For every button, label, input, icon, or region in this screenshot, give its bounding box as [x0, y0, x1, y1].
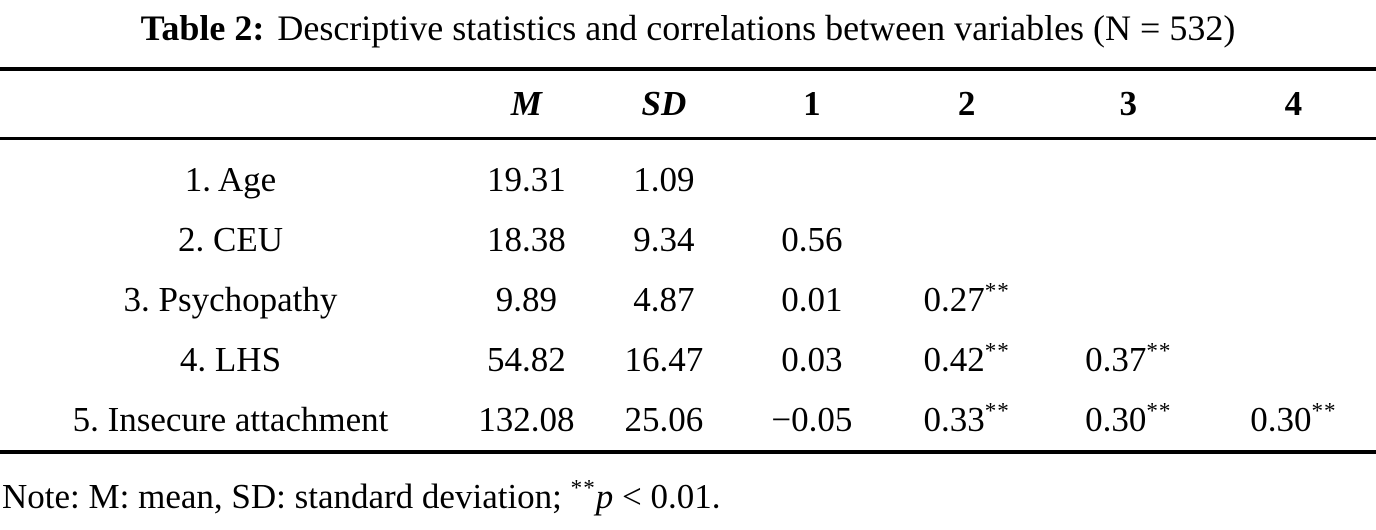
- cell-r2: 0.33**: [887, 390, 1046, 454]
- cell-r4: [1211, 270, 1376, 330]
- row-label: 4. LHS: [179, 340, 282, 379]
- cell-r4: [1211, 330, 1376, 390]
- cell-r3: 0.37**: [1085, 337, 1172, 379]
- header-row: M SD 1 2 3 4: [0, 69, 1376, 140]
- table-row: 2. CEU 18.38 9.34 0.56: [0, 210, 1376, 270]
- cell-r1: −0.05: [736, 390, 888, 454]
- cell-r3: [1046, 210, 1211, 270]
- col-header-variable: [0, 69, 461, 140]
- table-row: 4. LHS 54.82 16.47 0.03 0.42** 0.37**: [0, 330, 1376, 390]
- cell-r3: 0.30**: [1045, 390, 1211, 454]
- table-caption-text: Descriptive statistics and correlations …: [277, 8, 1236, 48]
- cell-r3: [1046, 139, 1211, 211]
- col-header-mean: M: [460, 69, 592, 140]
- row-label: 3. Psychopathy: [123, 280, 338, 319]
- cell-sd: 9.34: [633, 220, 695, 259]
- table-row: 3. Psychopathy 9.89 4.87 0.01 0.27**: [0, 270, 1376, 330]
- cell-sd: 1.09: [633, 160, 695, 199]
- table-caption-label: Table 2:: [140, 8, 265, 48]
- row-label: 1. Age: [184, 160, 277, 199]
- significance-stars: **: [984, 397, 1010, 424]
- cell-r2: [888, 139, 1046, 211]
- cell-sd: 16.47: [624, 340, 704, 379]
- cell-r4: 0.30**: [1210, 390, 1376, 454]
- col-header-3: 3: [1045, 69, 1211, 140]
- significance-stars: **: [984, 337, 1010, 364]
- row-label: 5. Insecure attachment: [0, 390, 461, 454]
- col-header-2: 2: [887, 69, 1046, 140]
- note-p-symbol: p: [595, 477, 614, 516]
- table-row: 5. Insecure attachment 132.08 25.06 −0.0…: [0, 390, 1376, 454]
- col-header-4: 4: [1210, 69, 1376, 140]
- table-row: 1. Age 19.31 1.09: [0, 139, 1376, 211]
- cell-m: 9.89: [495, 280, 557, 319]
- cell-m: 132.08: [460, 390, 592, 454]
- significance-stars: **: [1311, 397, 1337, 424]
- significance-stars: **: [1146, 337, 1172, 364]
- row-label: 2. CEU: [177, 220, 283, 259]
- significance-stars: **: [984, 277, 1010, 304]
- cell-r3: [1046, 270, 1211, 330]
- cell-r1: [736, 139, 887, 211]
- col-header-sd: SD: [591, 69, 737, 140]
- cell-sd: 4.87: [633, 280, 695, 319]
- cell-r4: [1211, 210, 1376, 270]
- col-header-1: 1: [736, 69, 888, 140]
- cell-r2: 0.42**: [923, 337, 1010, 379]
- note-text: Note: M: mean, SD: standard deviation;: [2, 477, 571, 516]
- note-suffix: < 0.01.: [613, 477, 721, 516]
- cell-r4: [1211, 139, 1376, 211]
- cell-m: 54.82: [486, 340, 566, 379]
- table-caption: Table 2: Descriptive statistics and corre…: [0, 0, 1376, 52]
- cell-r1: 0.03: [781, 340, 843, 379]
- cell-sd: 25.06: [591, 390, 737, 454]
- stats-table: M SD 1 2 3 4 1. Age 19.31 1.09 2. CEU 18…: [0, 67, 1376, 454]
- cell-r2: 0.27**: [923, 277, 1010, 319]
- cell-r1: 0.56: [781, 220, 843, 259]
- cell-r1: 0.01: [781, 280, 843, 319]
- cell-m: 18.38: [486, 220, 566, 259]
- table-note: Note: M: mean, SD: standard deviation; *…: [2, 474, 1376, 520]
- cell-m: 19.31: [486, 160, 566, 199]
- significance-stars: **: [570, 474, 596, 501]
- significance-stars: **: [1146, 397, 1172, 424]
- cell-r2: [888, 210, 1046, 270]
